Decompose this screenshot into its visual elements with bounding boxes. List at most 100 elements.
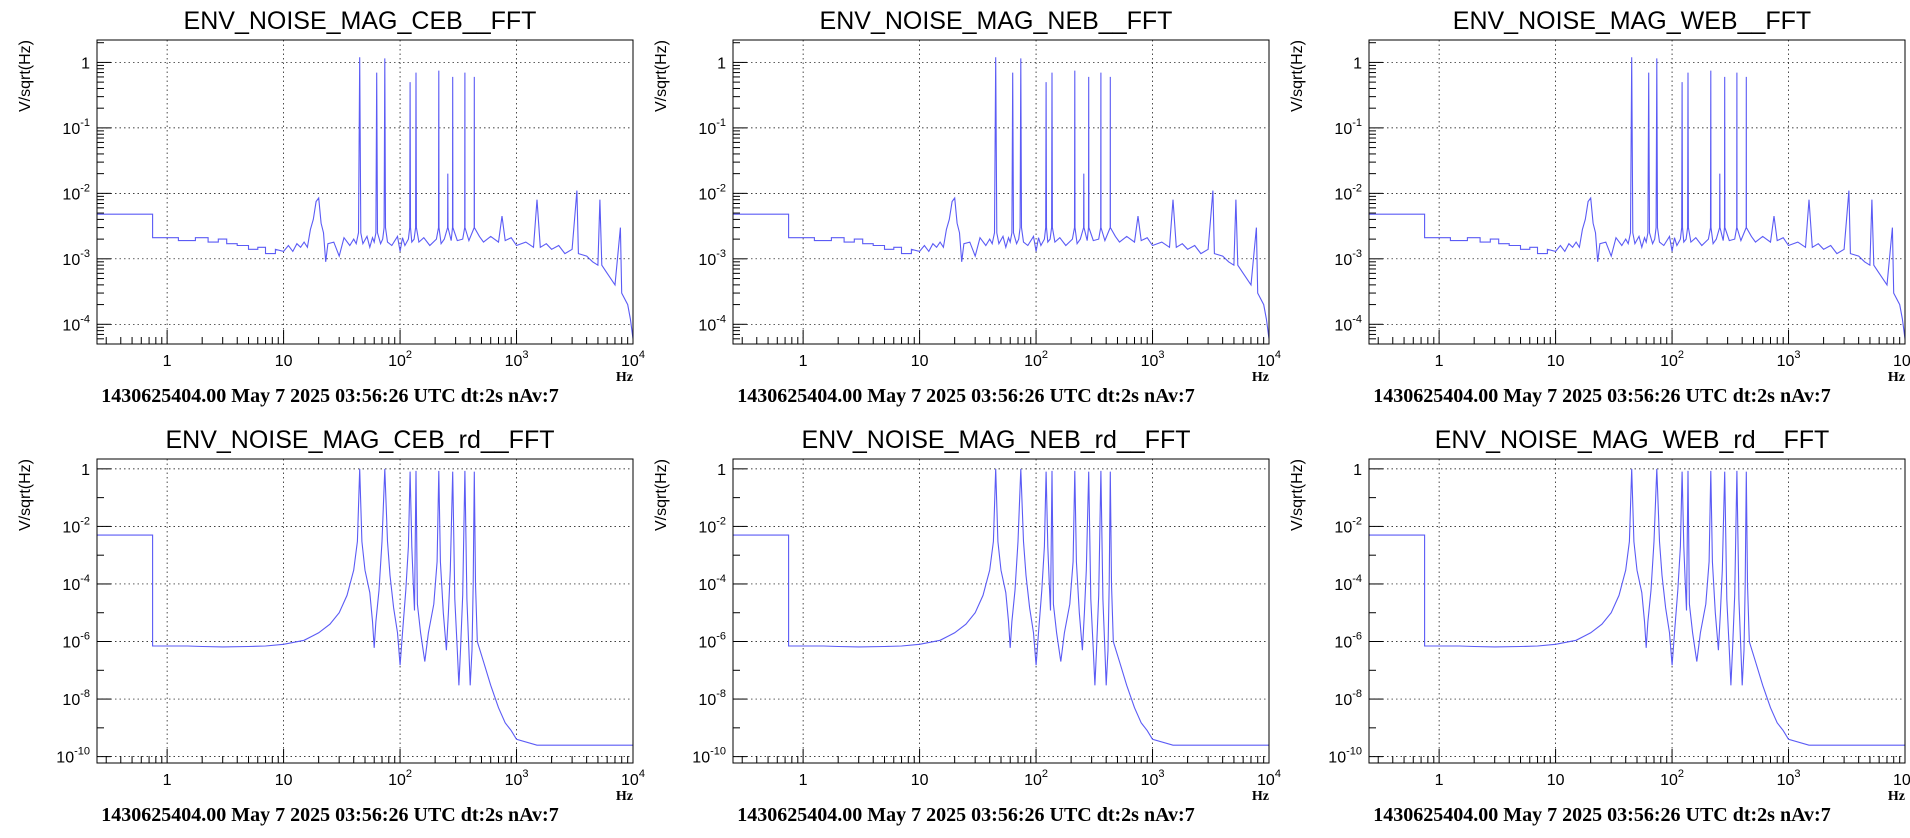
y-tick-label: 1 bbox=[1353, 55, 1362, 72]
chart-panel: ENV_NOISE_MAG_CEB__FFT V/sqrt(Hz) 1 10 102 10… bbox=[0, 0, 645, 419]
chart-title: ENV_NOISE_MAG_NEB__FFT bbox=[820, 7, 1173, 35]
series-line bbox=[1369, 57, 1906, 339]
y-tick-label: 10-6 bbox=[62, 631, 90, 652]
x-axis-unit: Hz bbox=[1252, 370, 1269, 385]
y-tick-label: 1 bbox=[81, 462, 90, 479]
y-axis-label: V/sqrt(Hz) bbox=[1289, 459, 1306, 531]
y-axis-label: V/sqrt(Hz) bbox=[653, 40, 670, 112]
y-tick-label: 10-6 bbox=[1334, 631, 1362, 652]
chart-panel: ENV_NOISE_MAG_WEB__FFT V/sqrt(Hz) 1 10 102 10… bbox=[1272, 0, 1910, 419]
y-tick-label: 1 bbox=[81, 55, 90, 72]
x-tick-label: 104 bbox=[1257, 768, 1281, 789]
chart-title: ENV_NOISE_MAG_WEB__FFT bbox=[1453, 7, 1811, 35]
y-tick-label: 10-4 bbox=[698, 573, 726, 594]
plot-frame bbox=[732, 39, 1270, 345]
y-tick-label: 10-8 bbox=[62, 688, 90, 709]
x-tick-label: 10 bbox=[1547, 772, 1565, 789]
y-tick-label: 10-2 bbox=[62, 182, 90, 203]
x-tick-label: 10 bbox=[1547, 353, 1565, 370]
x-tick-label: 1 bbox=[163, 353, 172, 370]
timestamp-footer: 1430625404.00 May 7 2025 03:56:26 UTC dt… bbox=[1373, 804, 1830, 826]
y-axis-label: V/sqrt(Hz) bbox=[17, 459, 34, 531]
y-tick-label: 10-2 bbox=[1334, 182, 1362, 203]
y-axis-label: V/sqrt(Hz) bbox=[1289, 40, 1306, 112]
chart-panel: ENV_NOISE_MAG_CEB_rd__FFT V/sqrt(Hz) 1 10 10… bbox=[0, 419, 645, 838]
x-tick-label: 103 bbox=[1777, 768, 1801, 789]
y-axis-label: V/sqrt(Hz) bbox=[17, 40, 34, 112]
y-tick-label: 10-1 bbox=[698, 117, 726, 138]
x-tick-label: 10 bbox=[275, 772, 293, 789]
plot-frame bbox=[96, 458, 634, 764]
y-tick-label: 10-10 bbox=[1328, 746, 1362, 767]
chart-title: ENV_NOISE_MAG_WEB_rd__FFT bbox=[1435, 426, 1830, 454]
fft-chart: ENV_NOISE_MAG_NEB__FFT V/sqrt(Hz) 1 10 102 10… bbox=[653, 7, 1281, 407]
y-tick-label: 10-10 bbox=[56, 746, 90, 767]
y-tick-label: 10-3 bbox=[698, 248, 726, 269]
x-tick-label: 1 bbox=[799, 353, 808, 370]
y-tick-label: 1 bbox=[717, 462, 726, 479]
chart-title: ENV_NOISE_MAG_CEB_rd__FFT bbox=[165, 426, 554, 454]
fft-chart: ENV_NOISE_MAG_NEB_rd__FFT V/sqrt(Hz) 1 10 10… bbox=[653, 426, 1281, 826]
x-tick-label: 10 bbox=[911, 353, 929, 370]
y-tick-label: 1 bbox=[717, 55, 726, 72]
x-tick-label: 1 bbox=[1435, 772, 1444, 789]
y-tick-label: 10-3 bbox=[1334, 248, 1362, 269]
y-tick-label: 10-3 bbox=[62, 248, 90, 269]
x-tick-label: 102 bbox=[388, 349, 412, 370]
x-axis-unit: Hz bbox=[616, 789, 633, 804]
plot-frame bbox=[96, 39, 634, 345]
plot-frame bbox=[1368, 458, 1906, 764]
chart-panel: ENV_NOISE_MAG_NEB_rd__FFT V/sqrt(Hz) 1 10 10… bbox=[636, 419, 1281, 838]
plot-area bbox=[733, 40, 1269, 344]
y-tick-label: 10-10 bbox=[692, 746, 726, 767]
x-tick-label: 104 bbox=[1893, 768, 1910, 789]
y-tick-label: 1 bbox=[1353, 462, 1362, 479]
plot-frame bbox=[1368, 39, 1906, 345]
fft-chart: ENV_NOISE_MAG_CEB_rd__FFT V/sqrt(Hz) 1 10 10… bbox=[17, 426, 645, 826]
timestamp-footer: 1430625404.00 May 7 2025 03:56:26 UTC dt… bbox=[737, 804, 1194, 826]
y-tick-label: 10-4 bbox=[62, 313, 90, 334]
plot-area bbox=[1369, 459, 1905, 763]
x-tick-label: 102 bbox=[1660, 768, 1684, 789]
x-tick-label: 103 bbox=[1141, 349, 1165, 370]
x-tick-label: 103 bbox=[505, 768, 529, 789]
y-tick-label: 10-8 bbox=[698, 688, 726, 709]
series-line bbox=[1369, 468, 1905, 746]
y-tick-label: 10-1 bbox=[1334, 117, 1362, 138]
series-line bbox=[97, 468, 633, 746]
x-axis-unit: Hz bbox=[1888, 370, 1905, 385]
x-tick-label: 102 bbox=[1024, 349, 1048, 370]
y-tick-label: 10-2 bbox=[698, 515, 726, 536]
plot-area bbox=[97, 40, 633, 344]
x-tick-label: 10 bbox=[275, 353, 293, 370]
x-tick-label: 102 bbox=[388, 768, 412, 789]
x-tick-label: 102 bbox=[1660, 349, 1684, 370]
x-tick-label: 104 bbox=[621, 349, 645, 370]
y-tick-label: 10-2 bbox=[698, 182, 726, 203]
chart-panel: ENV_NOISE_MAG_WEB_rd__FFT V/sqrt(Hz) 1 10 10… bbox=[1272, 419, 1910, 838]
y-tick-label: 10-4 bbox=[1334, 313, 1362, 334]
y-tick-label: 10-8 bbox=[1334, 688, 1362, 709]
x-tick-label: 103 bbox=[1777, 349, 1801, 370]
chart-panel: ENV_NOISE_MAG_NEB__FFT V/sqrt(Hz) 1 10 102 10… bbox=[636, 0, 1281, 419]
x-tick-label: 104 bbox=[1893, 349, 1910, 370]
series-line bbox=[733, 57, 1270, 339]
fft-chart: ENV_NOISE_MAG_WEB_rd__FFT V/sqrt(Hz) 1 10 10… bbox=[1289, 426, 1910, 826]
timestamp-footer: 1430625404.00 May 7 2025 03:56:26 UTC dt… bbox=[101, 385, 558, 407]
series-line bbox=[97, 57, 634, 339]
x-tick-label: 104 bbox=[1257, 349, 1281, 370]
x-axis-unit: Hz bbox=[616, 370, 633, 385]
fft-chart: ENV_NOISE_MAG_CEB__FFT V/sqrt(Hz) 1 10 102 10… bbox=[17, 7, 645, 407]
x-tick-label: 103 bbox=[505, 349, 529, 370]
x-axis-unit: Hz bbox=[1888, 789, 1905, 804]
plot-area bbox=[97, 459, 633, 763]
x-tick-label: 104 bbox=[621, 768, 645, 789]
y-axis-label: V/sqrt(Hz) bbox=[653, 459, 670, 531]
y-tick-label: 10-2 bbox=[1334, 515, 1362, 536]
x-tick-label: 1 bbox=[799, 772, 808, 789]
timestamp-footer: 1430625404.00 May 7 2025 03:56:26 UTC dt… bbox=[101, 804, 558, 826]
y-tick-label: 10-6 bbox=[698, 631, 726, 652]
fft-chart: ENV_NOISE_MAG_WEB__FFT V/sqrt(Hz) 1 10 102 10… bbox=[1289, 7, 1910, 407]
chart-title: ENV_NOISE_MAG_NEB_rd__FFT bbox=[801, 426, 1190, 454]
